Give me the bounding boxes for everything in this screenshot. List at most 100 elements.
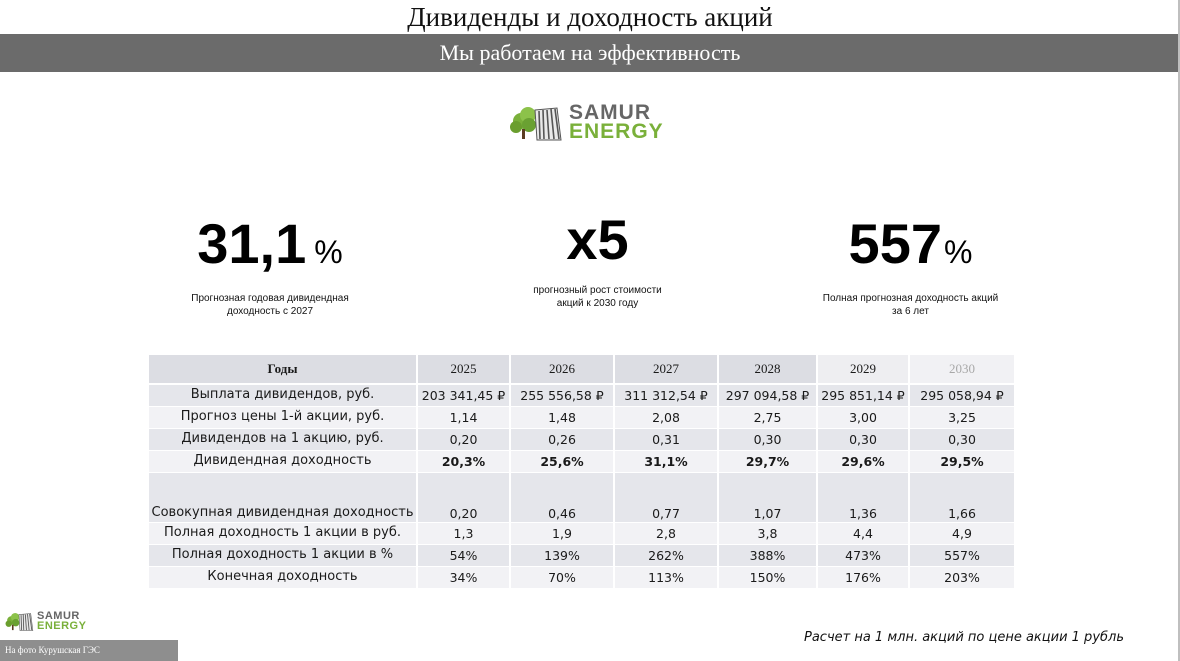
stat-caption-line: доходность с 2027 — [226, 306, 314, 317]
stat-unit: % — [314, 234, 343, 270]
table-cell: 70% — [510, 566, 615, 589]
samur-energy-logo-small: SAMUR ENERGY — [5, 610, 86, 632]
table-cell: 203% — [909, 566, 1016, 589]
row-label: Полная доходность 1 акции в % — [149, 544, 418, 567]
table-cell: 0,30 — [909, 428, 1016, 451]
table-cell: 1,48 — [510, 406, 615, 429]
table-cell: 29,7% — [718, 450, 818, 473]
column-header-year: 2028 — [718, 355, 818, 385]
table-cell: 0,26 — [510, 428, 615, 451]
samur-energy-logo: SAMUR ENERGY — [509, 102, 664, 142]
table-cell: 139% — [510, 544, 615, 567]
row-label: Конечная доходность — [149, 566, 418, 589]
stat-caption: Прогнозная годовая дивидендная доходност… — [170, 292, 370, 318]
table-cell: 29,5% — [909, 450, 1016, 473]
logo-text-samur: SAMUR — [37, 610, 80, 622]
table-cell: 473% — [817, 544, 910, 567]
row-label: Совокупная дивидендная доходность — [149, 472, 418, 523]
table-row: Прогноз цены 1-й акции, руб. 1,14 1,48 2,08… — [149, 406, 1016, 429]
row-label: Дивидендная доходность — [149, 450, 418, 473]
stat-total-yield: 557% Полная прогнозная доходность акций … — [808, 214, 1013, 318]
table-cell: 3,8 — [718, 522, 818, 545]
table-cell: 0,30 — [718, 428, 818, 451]
stat-number: 31,1 — [197, 212, 307, 275]
table-cell: 25,6% — [510, 450, 615, 473]
table-cell: 1,66 — [909, 472, 1016, 523]
table-cell: 29,6% — [817, 450, 910, 473]
table-cell: 0,46 — [510, 472, 615, 523]
logo-text-energy: ENERGY — [37, 620, 87, 632]
table-cell: 4,4 — [817, 522, 910, 545]
tree-waterfall-logo-icon — [510, 107, 562, 141]
table-cell: 54% — [417, 544, 511, 567]
table-cell: 1,07 — [718, 472, 818, 523]
table-cell: 1,3 — [417, 522, 511, 545]
stat-number: x5 — [566, 208, 629, 271]
table-cell: 31,1% — [614, 450, 719, 473]
table-cell: 0,20 — [417, 472, 511, 523]
table-row: Полная доходность 1 акции в % 54% 139% 262%… — [149, 544, 1016, 567]
dividends-table: Годы 2025 2026 2027 2028 2029 2030 Выпла… — [149, 355, 1016, 589]
tree-waterfall-logo-icon — [5, 612, 34, 631]
row-label: Дивидендов на 1 акцию, руб. — [149, 428, 418, 451]
row-label: Прогноз цены 1-й акции, руб. — [149, 406, 418, 429]
table-row: Дивидендная доходность 20,3% 25,6% 31,1% 29,… — [149, 450, 1016, 473]
stat-caption: Полная прогнозная доходность акций за 6 … — [808, 292, 1013, 318]
table-cell: 311 312,54 ₽ — [614, 384, 719, 407]
stat-unit: % — [943, 234, 973, 270]
table-cell: 20,3% — [417, 450, 511, 473]
stat-caption-line: Прогнозная годовая дивидендная — [191, 293, 349, 304]
table-cell: 1,9 — [510, 522, 615, 545]
page-title: Дивиденды и доходность акций — [407, 2, 773, 32]
stat-caption-line: Полная прогнозная доходность акций — [822, 293, 999, 304]
table-row: Дивидендов на 1 акцию, руб. 0,20 0,26 0,31 0… — [149, 428, 1016, 451]
table-cell: 2,8 — [614, 522, 719, 545]
stat-caption: прогнозный рост стоимости акций к 2030 г… — [500, 284, 695, 310]
stat-caption-line: акций к 2030 году — [556, 298, 639, 309]
column-header-year: 2025 — [417, 355, 511, 385]
subtitle-banner: Мы работаем на эффективность — [0, 34, 1180, 72]
table-cell: 176% — [817, 566, 910, 589]
table-cell: 113% — [614, 566, 719, 589]
column-header-years: Годы — [149, 355, 418, 385]
column-header-year: 2029 — [817, 355, 910, 385]
stat-dividend-yield: 31,1% Прогнозная годовая дивидендная дох… — [170, 214, 370, 318]
table-row: Выплата дивидендов, руб. 203 341,45 ₽255 … — [149, 384, 1016, 407]
table-cell: 150% — [718, 566, 818, 589]
table-cell: 2,08 — [614, 406, 719, 429]
column-header-year: 2027 — [614, 355, 719, 385]
stat-number: 557 — [848, 212, 942, 275]
table-row: Конечная доходность 34% 70% 113% 150% 176% 203… — [149, 566, 1016, 589]
photo-caption: На фото Курушская ГЭС — [0, 640, 178, 661]
table-cell: 203 341,45 ₽ — [417, 384, 511, 407]
logo-text-samur: SAMUR — [569, 101, 651, 124]
table-cell: 2,75 — [718, 406, 818, 429]
table-cell: 297 094,58 ₽ — [718, 384, 818, 407]
table-row: Полная доходность 1 акции в руб. 1,3 1,9 2,… — [149, 522, 1016, 545]
slide-edge-divider — [1178, 0, 1180, 661]
stat-price-growth: x5 прогнозный рост стоимости акций к 203… — [500, 210, 695, 310]
table-cell: 295 851,14 ₽ — [817, 384, 910, 407]
stat-caption-line: за 6 лет — [892, 306, 929, 317]
table-cell: 0,31 — [614, 428, 719, 451]
table-header-row: Годы 2025 2026 2027 2028 2029 2030 — [149, 355, 1016, 385]
row-label: Полная доходность 1 акции в руб. — [149, 522, 418, 545]
row-label: Выплата дивидендов, руб. — [149, 384, 418, 407]
table-cell: 557% — [909, 544, 1016, 567]
calculation-footnote: Расчет на 1 млн. акций по цене акции 1 р… — [803, 630, 1124, 645]
table-cell: 255 556,58 ₽ — [510, 384, 615, 407]
table-cell: 388% — [718, 544, 818, 567]
table-row: Совокупная дивидендная доходность 0,20 0,4… — [149, 472, 1016, 523]
table-cell: 0,30 — [817, 428, 910, 451]
table-cell: 3,00 — [817, 406, 910, 429]
table-cell: 4,9 — [909, 522, 1016, 545]
stat-caption-line: прогнозный рост стоимости — [533, 285, 662, 296]
table-cell: 0,77 — [614, 472, 719, 523]
table-cell: 3,25 — [909, 406, 1016, 429]
table-cell: 34% — [417, 566, 511, 589]
table-cell: 262% — [614, 544, 719, 567]
stat-value: x5 — [500, 210, 695, 270]
table-cell: 1,14 — [417, 406, 511, 429]
column-header-year: 2026 — [510, 355, 615, 385]
table-cell: 295 058,94 ₽ — [909, 384, 1016, 407]
